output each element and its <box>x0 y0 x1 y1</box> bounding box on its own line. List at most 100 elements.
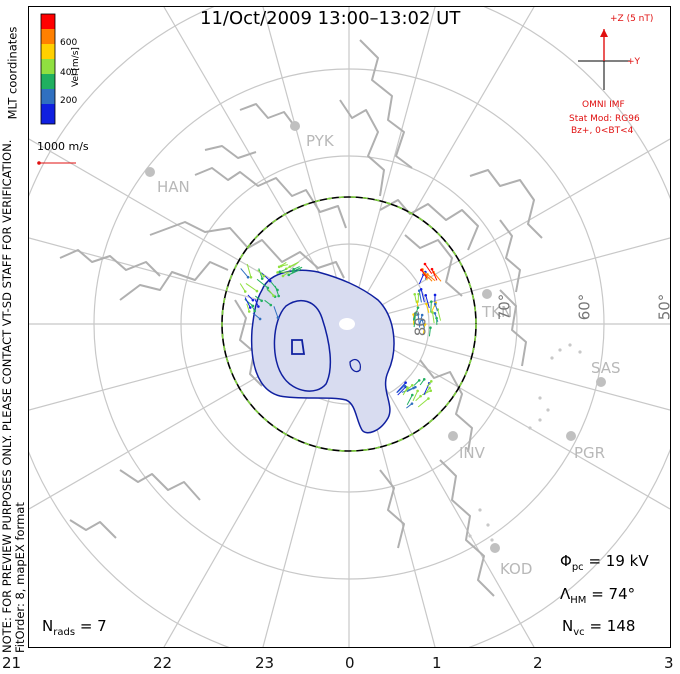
velocity-vector <box>254 298 259 307</box>
velocity-vector-origin <box>419 287 423 291</box>
convection-cell-core <box>291 339 306 355</box>
mlt-tick-1: 1 <box>432 654 442 672</box>
velocity-vector-origin <box>251 304 255 308</box>
imf-source: OMNI IMF <box>582 100 625 110</box>
velocity-vector-origin <box>420 268 423 272</box>
lambda-hm-sub: HM <box>570 595 587 606</box>
velocity-vector-origin <box>278 270 282 274</box>
velocity-vector <box>244 297 251 308</box>
mlt-tick-22: 22 <box>153 654 173 672</box>
velocity-vector-origin <box>249 276 253 279</box>
velocity-vector <box>258 268 263 279</box>
velocity-vector <box>418 274 424 285</box>
velocity-vectors <box>239 261 442 409</box>
velocity-vector-origin <box>248 306 252 309</box>
velocity-vector-origin <box>410 384 414 387</box>
velocity-vector-origin <box>433 302 437 306</box>
velocity-vector-origin <box>410 402 414 405</box>
velocity-vector <box>417 314 421 328</box>
velocity-vector <box>402 387 408 396</box>
velocity-vector <box>261 272 271 282</box>
velocity-label: Vel [m/s] <box>70 47 81 87</box>
imf-by-label: +Y <box>627 57 641 67</box>
velocity-vector-origin <box>419 394 422 398</box>
velocity-vector <box>239 283 246 292</box>
velocity-vector-origin <box>426 273 429 276</box>
velocity-vector-origin <box>429 326 432 329</box>
velocity-vector <box>422 324 426 334</box>
velocity-vector-origin <box>435 316 438 320</box>
mlt-tick-21: 21 <box>2 654 22 672</box>
velocity-vector-origin <box>260 299 263 303</box>
velocity-vector <box>431 268 438 281</box>
velocity-vector <box>424 263 433 274</box>
velocity-vector <box>240 268 249 278</box>
scale-tick-400: 400 <box>60 68 78 78</box>
n-vc-sub: vc <box>573 627 585 638</box>
velocity-vector-origin <box>276 271 279 274</box>
lambda-hm-value: = 74° <box>591 585 636 603</box>
velocity-vector <box>421 319 425 329</box>
velocity-vector-origin <box>284 267 288 271</box>
velocity-vector-origin <box>420 318 424 322</box>
phi-pc-stat: Φpc = 19 kV <box>560 552 649 573</box>
velocity-vector-origin <box>268 279 272 283</box>
velocity-vector-origin <box>422 378 426 381</box>
lambda-hm-symbol: Λ <box>560 585 571 603</box>
velocity-vector-origin <box>287 273 291 277</box>
velocity-vector <box>397 386 407 396</box>
mlt-tick-0: 0 <box>345 654 355 672</box>
site-sas: SAS <box>591 359 621 377</box>
velocity-vector <box>427 274 436 282</box>
velocity-vector <box>432 312 435 324</box>
velocity-vector-origin <box>276 316 280 319</box>
velocity-vector <box>424 273 433 282</box>
velocity-vector-origin <box>420 313 424 317</box>
phi-pc-value: = 19 kV <box>588 552 649 570</box>
velocity-vector-origin <box>429 380 433 383</box>
velocity-vector <box>417 398 429 408</box>
n-rads-symbol: N <box>42 617 54 635</box>
mlt-tick-23: 23 <box>255 654 275 672</box>
velocity-vector-origin <box>423 262 427 266</box>
lat-label-60: 60° <box>575 293 594 321</box>
velocity-vector-origin <box>433 293 437 297</box>
velocity-vector <box>286 262 298 270</box>
coastlines <box>59 39 543 597</box>
velocity-vector <box>278 261 287 268</box>
velocity-vector <box>246 303 250 312</box>
velocity-vector-origin <box>433 312 437 315</box>
velocity-vector <box>413 313 416 328</box>
velocity-vector-origin <box>281 274 285 278</box>
n-rads-value: = 7 <box>79 617 107 635</box>
scale-tick-200: 200 <box>60 96 78 106</box>
velocity-vector-origin <box>406 386 409 389</box>
lat-label-50: 50° <box>655 293 674 321</box>
velocity-vector-origin <box>277 265 281 269</box>
velocity-vector-origin <box>416 313 420 316</box>
velocity-vector-origin <box>416 306 420 309</box>
velocity-vector-origin <box>424 293 428 297</box>
velocity-vector-origin <box>404 381 407 384</box>
velocity-vector <box>246 263 252 278</box>
velocity-vector-origin <box>246 275 250 279</box>
site-tkn: TKN <box>482 303 513 321</box>
site-han: HAN <box>157 178 190 196</box>
velocity-vector <box>424 387 431 395</box>
imf-condition: Bz+, 0<BT<4 <box>571 126 634 136</box>
velocity-vector <box>433 271 442 282</box>
n-rads-stat: Nrads = 7 <box>42 617 107 638</box>
velocity-vector-origin <box>414 385 417 389</box>
reference-vector <box>37 161 76 165</box>
velocity-vector-origin <box>425 302 428 306</box>
velocity-colorbar[interactable] <box>40 13 56 125</box>
velocity-vector <box>292 266 303 272</box>
velocity-vector <box>425 295 430 309</box>
velocity-vector-origin <box>262 274 266 278</box>
velocity-vector-origin <box>253 309 256 313</box>
velocity-vector-origin <box>257 305 260 308</box>
mlt-tick-3: 3 <box>664 654 674 672</box>
velocity-vector-origin <box>427 397 430 400</box>
n-rads-sub: rads <box>53 627 76 638</box>
